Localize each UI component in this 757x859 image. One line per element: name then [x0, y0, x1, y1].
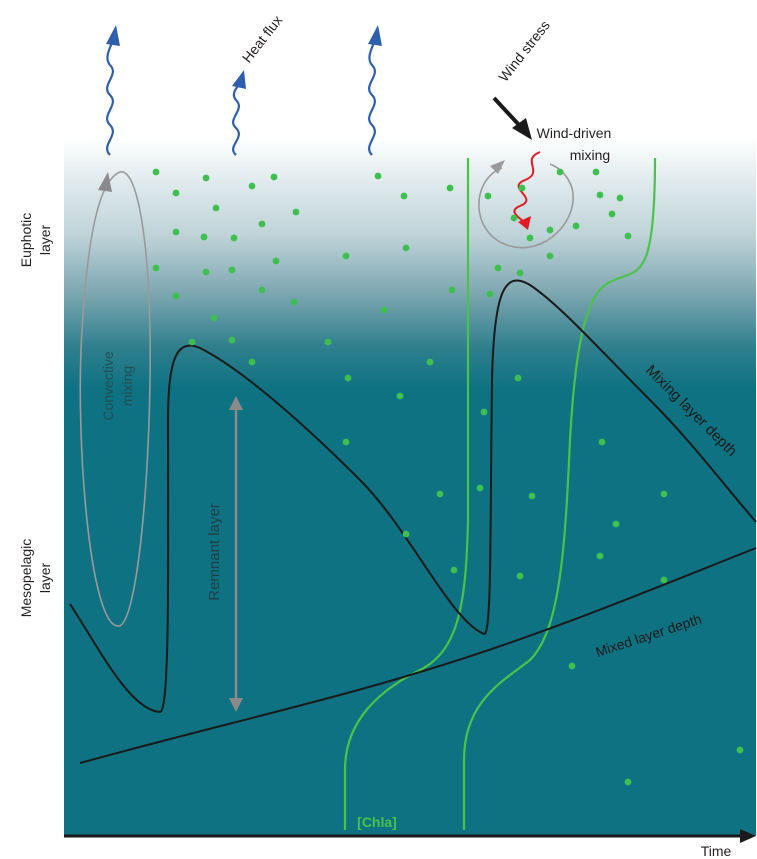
phytoplankton-dot: [381, 307, 388, 314]
phytoplankton-dot: [449, 287, 456, 294]
phytoplankton-dot: [203, 175, 210, 182]
phytoplankton-dot: [231, 235, 238, 242]
phytoplankton-dot: [573, 223, 580, 230]
heat-flux-arrows: [106, 25, 382, 155]
wind-driven-label-2: mixing: [570, 147, 610, 163]
chla-label: [Chla]: [357, 814, 397, 830]
heat-flux-label: Heat flux: [239, 12, 286, 65]
phytoplankton-dot: [343, 253, 350, 260]
phytoplankton-dot: [617, 195, 624, 202]
phytoplankton-dot: [343, 439, 350, 446]
phytoplankton-dot: [511, 215, 518, 222]
phytoplankton-dot: [201, 234, 208, 241]
phytoplankton-dot: [451, 567, 458, 574]
wind-driven-label-1: Wind-driven: [537, 125, 612, 141]
phytoplankton-dot: [625, 779, 632, 786]
wind-stress-label: Wind stress: [495, 17, 553, 84]
phytoplankton-dot: [447, 185, 454, 192]
heat-flux-arrow-1-icon: [107, 40, 113, 155]
wind-stress-arrow-icon: [494, 98, 532, 140]
phytoplankton-dot: [437, 491, 444, 498]
phytoplankton-dot: [569, 663, 576, 670]
phytoplankton-dot: [293, 209, 300, 216]
phytoplankton-dot: [613, 521, 620, 528]
phytoplankton-dot: [189, 339, 196, 346]
phytoplankton-dot: [737, 747, 744, 754]
phytoplankton-dot: [345, 375, 352, 382]
phytoplankton-dot: [203, 269, 210, 276]
phytoplankton-dot: [661, 491, 668, 498]
phytoplankton-dot: [173, 229, 180, 236]
phytoplankton-dot: [593, 169, 600, 176]
phytoplankton-dot: [229, 267, 236, 274]
mesopelagic-label-2: layer: [37, 562, 53, 593]
phytoplankton-dot: [495, 265, 502, 272]
phytoplankton-dot: [661, 577, 668, 584]
heat-flux-arrow-3-icon: [369, 40, 375, 155]
phytoplankton-dot: [597, 192, 604, 199]
phytoplankton-dot: [271, 174, 278, 181]
phytoplankton-dot: [325, 339, 332, 346]
phytoplankton-dot: [211, 315, 218, 322]
phytoplankton-dot: [401, 193, 408, 200]
phytoplankton-dot: [273, 258, 280, 265]
phytoplankton-dot: [397, 393, 404, 400]
phytoplankton-dot: [547, 227, 554, 234]
phytoplankton-dot: [259, 287, 266, 294]
phytoplankton-dot: [519, 185, 526, 192]
phytoplankton-dot: [249, 359, 256, 366]
phytoplankton-dot: [609, 211, 616, 218]
phytoplankton-dot: [173, 190, 180, 197]
phytoplankton-dot: [153, 265, 160, 272]
mesopelagic-label-1: Mesopelagic: [18, 539, 34, 618]
phytoplankton-dot: [427, 359, 434, 366]
convective-label-1: Convective: [100, 351, 116, 420]
phytoplankton-dot: [403, 531, 410, 538]
phytoplankton-dot: [487, 291, 494, 298]
time-axis-label: Time: [701, 843, 732, 859]
phytoplankton-dot: [517, 573, 524, 580]
phytoplankton-dot: [477, 485, 484, 492]
phytoplankton-dot: [557, 169, 564, 176]
euphotic-label-1: Euphotic: [18, 213, 34, 267]
phytoplankton-dot: [403, 245, 410, 252]
phytoplankton-dot: [517, 270, 524, 277]
phytoplankton-dot: [515, 375, 522, 382]
phytoplankton-dot: [481, 409, 488, 416]
phytoplankton-dot: [597, 553, 604, 560]
phytoplankton-dot: [527, 235, 534, 242]
phytoplankton-dot: [375, 173, 382, 180]
phytoplankton-dot: [229, 337, 236, 344]
euphotic-label-2: layer: [37, 224, 53, 255]
phytoplankton-dot: [485, 193, 492, 200]
phytoplankton-dot: [599, 439, 606, 446]
convective-label-2: mixing: [119, 366, 135, 406]
phytoplankton-dot: [259, 221, 266, 228]
remnant-layer-label: Remnant layer: [206, 503, 223, 601]
phytoplankton-dot: [173, 293, 180, 300]
phytoplankton-dot: [249, 183, 256, 190]
phytoplankton-dot: [213, 205, 220, 212]
phytoplankton-dot: [529, 493, 536, 500]
phytoplankton-dot: [153, 169, 160, 176]
phytoplankton-dot: [291, 299, 298, 306]
phytoplankton-dot: [625, 233, 632, 240]
phytoplankton-dot: [547, 253, 554, 260]
